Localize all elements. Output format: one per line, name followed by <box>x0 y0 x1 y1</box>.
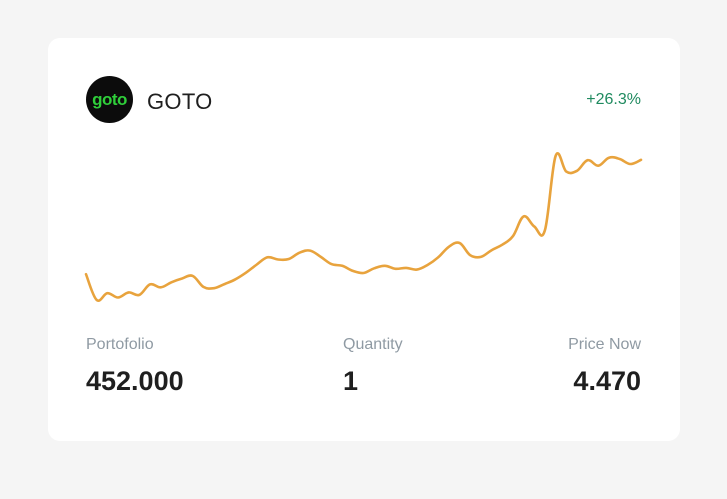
quantity-label: Quantity <box>343 336 403 353</box>
portfolio-label: Portofolio <box>86 336 154 353</box>
logo-text: goto <box>92 90 127 109</box>
portfolio-value: 452.000 <box>86 366 184 396</box>
percent-change: +26.3% <box>586 91 641 108</box>
price-line <box>84 152 643 303</box>
goto-logo: goto <box>86 76 133 123</box>
stock-card[interactable]: goto GOTO +26.3% Portofolio 452.000 Quan… <box>48 38 680 441</box>
ticker-symbol: GOTO <box>147 89 213 114</box>
price-now-label: Price Now <box>568 336 641 353</box>
price-now-value: 4.470 <box>573 366 641 396</box>
price-chart <box>84 152 643 303</box>
quantity-value: 1 <box>343 366 359 396</box>
